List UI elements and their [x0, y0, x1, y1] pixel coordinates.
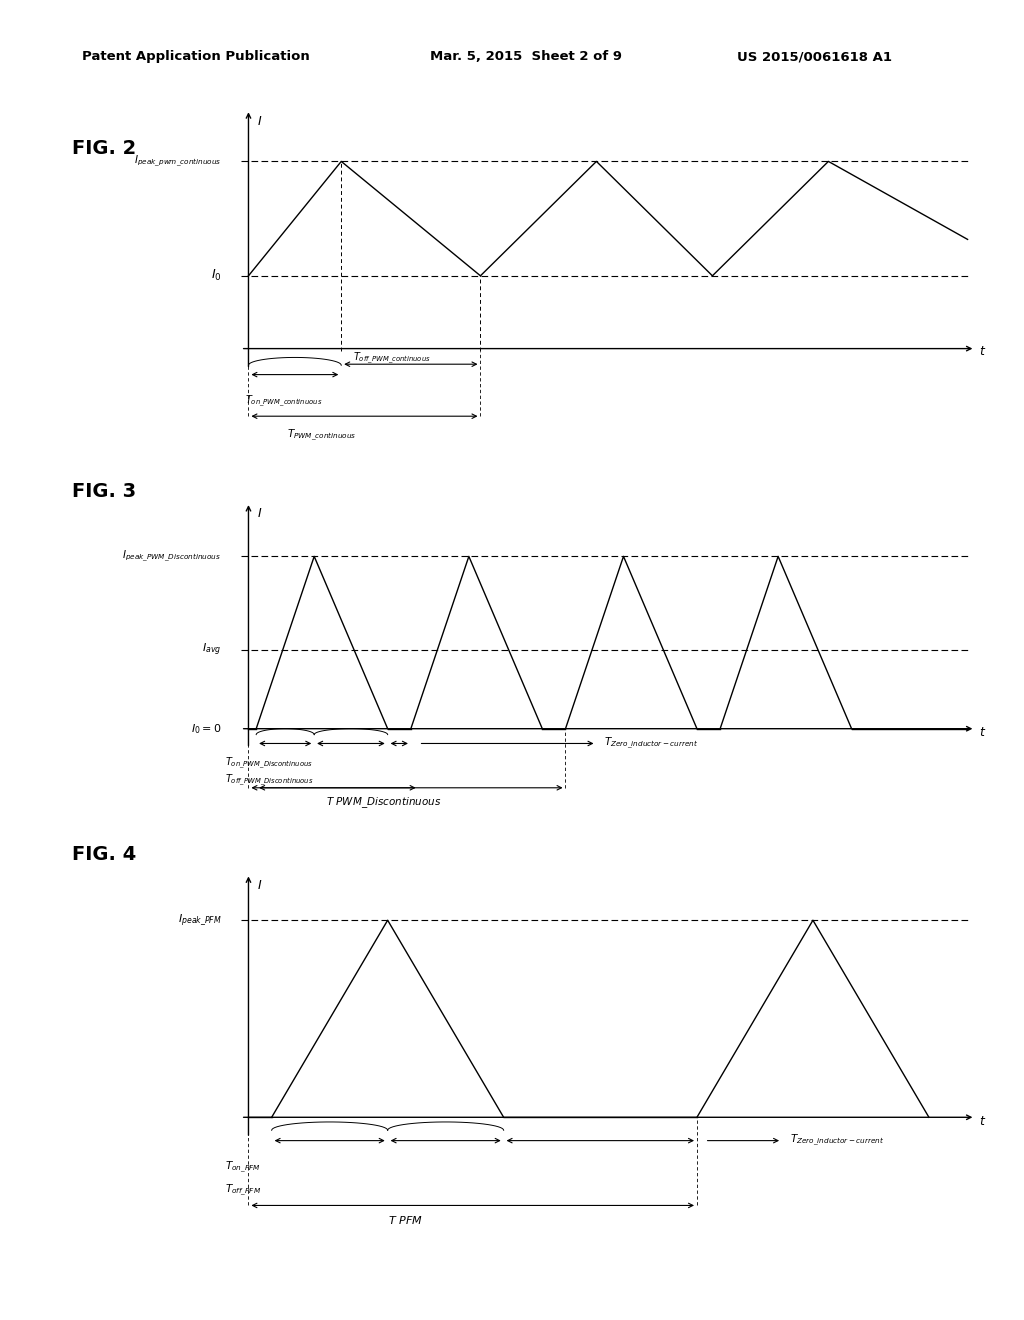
Text: $I_0 =0$: $I_0 =0$ — [190, 722, 221, 735]
Text: $T\ PWM\_Discontinuous$: $T\ PWM\_Discontinuous$ — [326, 795, 441, 810]
Text: $T_{on\_PWM\_Discontinuous}$: $T_{on\_PWM\_Discontinuous}$ — [225, 756, 313, 771]
Text: FIG. 4: FIG. 4 — [72, 845, 136, 863]
Text: Patent Application Publication: Patent Application Publication — [82, 50, 309, 63]
Text: $I_{peak\_PFM}$: $I_{peak\_PFM}$ — [177, 912, 221, 928]
Text: $I_{peak\_pwm\_continuous}$: $I_{peak\_pwm\_continuous}$ — [134, 154, 221, 169]
Text: $I_0$: $I_0$ — [211, 268, 221, 284]
Text: FIG. 3: FIG. 3 — [72, 482, 136, 500]
Text: Mar. 5, 2015  Sheet 2 of 9: Mar. 5, 2015 Sheet 2 of 9 — [430, 50, 622, 63]
Text: I: I — [258, 115, 261, 128]
Text: t: t — [979, 726, 984, 739]
Text: t: t — [979, 345, 984, 358]
Text: $T_{off\_PWM\_continuous}$: $T_{off\_PWM\_continuous}$ — [353, 350, 431, 366]
Text: $T_{off\_PFM}$: $T_{off\_PFM}$ — [225, 1183, 261, 1199]
Text: $T_{Zero\_inductor-current}$: $T_{Zero\_inductor-current}$ — [604, 735, 698, 751]
Text: US 2015/0061618 A1: US 2015/0061618 A1 — [737, 50, 892, 63]
Text: $T_{on\_PFM}$: $T_{on\_PFM}$ — [225, 1159, 261, 1175]
Text: $T\ PFM$: $T\ PFM$ — [388, 1213, 423, 1225]
Text: $T_{PWM\_continuous}$: $T_{PWM\_continuous}$ — [287, 428, 356, 442]
Text: $I_{avg}$: $I_{avg}$ — [202, 642, 221, 659]
Text: I: I — [258, 507, 261, 520]
Text: $T_{Zero\_inductor-current}$: $T_{Zero\_inductor-current}$ — [790, 1133, 885, 1148]
Text: $T_{on\_PWM\_continuous}$: $T_{on\_PWM\_continuous}$ — [245, 393, 322, 409]
Text: $T_{off\_PWM\_Discontinuous}$: $T_{off\_PWM\_Discontinuous}$ — [225, 774, 313, 788]
Text: t: t — [979, 1115, 984, 1127]
Text: FIG. 2: FIG. 2 — [72, 139, 136, 157]
Text: I: I — [258, 879, 261, 892]
Text: $I_{peak\_PWM\_Discontinuous}$: $I_{peak\_PWM\_Discontinuous}$ — [122, 549, 221, 564]
